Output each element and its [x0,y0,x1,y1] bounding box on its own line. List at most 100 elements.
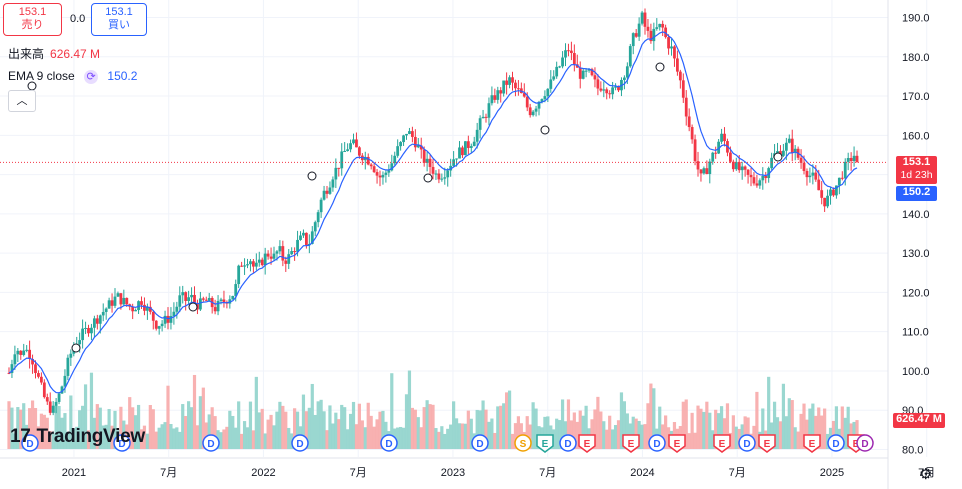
dividend-marker-icon [827,434,845,452]
volume-bar [7,401,11,449]
volume-bar [272,425,276,449]
volume-bar [528,424,532,449]
refresh-icon[interactable]: ⟳ [84,70,99,84]
candle-body [605,89,609,94]
volume-bar [10,407,14,449]
candle-body [717,141,721,154]
candle-body [116,293,120,297]
candle-body [628,46,632,67]
volume-bar [452,401,456,449]
volume-bar [784,416,788,449]
earnings-marker-icon [758,434,776,453]
volume-bar [378,411,382,449]
volume-bar [772,401,777,449]
volume-bar [178,431,182,449]
y-tick-label: 130.0 [902,248,930,260]
candle-body [481,116,485,119]
candle-body [522,93,526,97]
volume-bar [28,408,32,449]
volume-bar [502,403,506,449]
volume-bar [107,409,111,449]
candle-body [852,155,856,162]
candle-body [378,175,382,178]
volume-bar [372,426,376,449]
volume-bar [734,426,738,449]
volume-bar [92,417,96,449]
volume-bar [796,431,800,449]
volume-bar [325,430,329,449]
candle-body [57,393,61,402]
candle-body [331,179,335,188]
volume-bar [401,427,406,449]
candle-body [567,50,570,52]
candle-body [623,77,626,80]
candle-body [790,138,794,153]
volume-bar [419,427,423,449]
candle-body [835,185,838,196]
volume-bar [646,403,650,449]
volume-bar [767,376,771,449]
candle-body [10,364,14,374]
volume-bar [731,415,735,449]
volume-bar [245,427,250,449]
candle-body [590,69,594,76]
volume-bar [351,401,356,449]
candle-body [684,97,688,117]
volume-bar [404,394,409,449]
volume-bar [281,405,285,449]
volume-bar [546,416,550,449]
candle-body [475,129,479,142]
candle-body [484,116,488,118]
marker-circle-icon [71,343,81,353]
candle-body [69,353,73,358]
candle-body [163,315,167,324]
candle-body [125,297,129,305]
candle-body [431,166,435,174]
candle-body [655,27,659,29]
volume-bar [346,429,350,449]
buy-button[interactable]: 153.1 買い [91,3,147,36]
candle-body [469,146,473,148]
candle-body [416,145,420,148]
candle-body [549,79,553,89]
candle-body [534,108,538,112]
candle-body [784,142,788,151]
volume-bar [799,413,803,449]
volume-legend[interactable]: 出来高 626.47 M [8,45,100,62]
candle-body [596,79,600,89]
tradingview-logo[interactable]: 17 TradingView [10,426,145,448]
candle-body [455,158,458,160]
candle-body [558,66,562,68]
volume-bar [658,406,662,449]
ema-legend[interactable]: EMA 9 close ⟳ 150.2 [8,69,137,84]
collapse-legend-button[interactable]: ︿ [8,90,36,112]
candle-body [402,135,405,143]
volume-bar [507,390,512,449]
volume-bar [154,431,158,449]
candle-body [820,190,824,198]
volume-bar [466,410,470,449]
volume-bar [619,392,624,449]
volume-bar [717,413,721,449]
sell-button[interactable]: 153.1 売り [3,3,62,36]
volume-bar [569,420,574,449]
volume-bar [407,370,412,449]
gear-icon[interactable]: ⚙ [919,466,933,483]
volume-bar [142,425,147,449]
volume-bar [510,433,515,449]
volume-bar [187,401,191,449]
candle-body [805,170,809,178]
candle-body [708,161,712,175]
candle-body [266,253,270,257]
last-price-badge: 153.1 1d 23h [896,156,937,184]
candle-body [319,199,323,213]
sell-label: 売り [21,19,44,31]
volume-bar [761,408,765,449]
candle-body [54,401,58,406]
volume-bar [213,416,217,449]
event-marker-label: S [520,439,527,450]
volume-bar [584,405,588,449]
volume-bar [284,411,288,449]
volume-bar [499,405,503,449]
